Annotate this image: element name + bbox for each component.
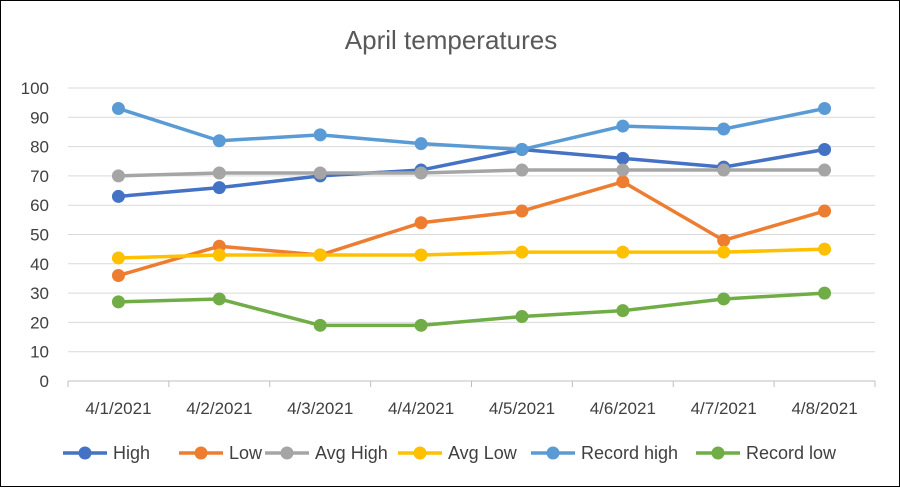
x-tick-label: 4/5/2021 [489,399,555,418]
legend-item: Record low [696,443,837,463]
data-point [616,119,630,133]
data-point [111,102,125,116]
series-line [116,147,827,199]
data-point [414,318,428,332]
y-tick-label: 60 [30,196,49,215]
legend-swatch-marker [78,446,92,460]
series-record-high [111,102,832,157]
data-point [515,163,529,177]
data-point [313,248,327,262]
data-point [212,181,226,195]
legend-label: Record low [746,443,837,463]
y-tick-label: 50 [30,226,49,245]
legend-swatch-marker [546,446,560,460]
data-point [616,175,630,189]
data-point [111,269,125,283]
y-tick-label: 10 [30,343,49,362]
data-point [616,245,630,259]
legend-label: Low [229,443,263,463]
data-point [818,204,832,218]
legend-item: Avg Low [398,443,518,463]
data-point [818,102,832,116]
data-point [212,248,226,262]
data-point [313,128,327,142]
data-point [111,189,125,203]
legend-swatch-marker [413,446,427,460]
data-point [414,137,428,151]
gridlines [68,87,875,353]
series-group [111,102,832,332]
x-tick-label: 4/1/2021 [85,399,151,418]
series-avg-low [111,242,832,265]
y-tick-label: 40 [30,255,49,274]
x-tick-label: 4/2/2021 [186,399,252,418]
x-tick-label: 4/7/2021 [691,399,757,418]
legend-label: Avg High [315,443,388,463]
data-point [818,242,832,256]
legend-item: Record high [531,443,678,463]
y-tick-label: 70 [30,167,49,186]
data-point [111,295,125,309]
data-point [616,163,630,177]
x-tick-label: 4/4/2021 [388,399,454,418]
legend-label: Avg Low [448,443,518,463]
series-line [116,106,827,152]
series-line [116,180,827,278]
legend-item: High [63,443,150,463]
legend: High Low Avg High Avg Low Record high Record … [63,443,837,463]
data-point [717,122,731,136]
data-point [414,166,428,180]
series-line [116,247,827,260]
legend-label: High [113,443,150,463]
data-point [616,304,630,318]
x-tick-label: 4/8/2021 [791,399,857,418]
series-avg-high [111,163,832,183]
data-point [515,204,529,218]
chart-title: April temperatures [345,25,557,55]
y-tick-label: 30 [30,284,49,303]
data-point [515,310,529,324]
x-tick-label: 4/6/2021 [590,399,656,418]
data-point [111,169,125,183]
data-point [616,151,630,165]
legend-swatch-marker [280,446,294,460]
y-tick-label: 90 [30,108,49,127]
x-tick-label: 4/3/2021 [287,399,353,418]
data-point [212,166,226,180]
y-tick-label: 20 [30,313,49,332]
x-axis: 4/1/2021 4/2/2021 4/3/2021 4/4/2021 4/5/2021… [67,380,876,418]
series-record-low [111,286,832,332]
data-point [717,245,731,259]
series-line [116,291,827,328]
legend-swatch-marker [194,446,208,460]
data-point [515,245,529,259]
legend-swatch-marker [711,446,725,460]
data-point [818,163,832,177]
y-tick-label: 100 [21,79,49,98]
legend-item: Avg High [265,443,388,463]
legend-item: Low [179,443,263,463]
data-point [414,216,428,230]
data-point [717,163,731,177]
series-line [116,168,827,178]
y-tick-label: 80 [30,138,49,157]
data-point [717,233,731,247]
data-point [212,134,226,148]
data-point [818,286,832,300]
data-point [818,143,832,157]
data-point [515,143,529,157]
data-point [414,248,428,262]
data-point [717,292,731,306]
y-tick-label: 0 [40,372,49,391]
y-axis-ticks: 0 10 20 30 40 50 60 70 80 90 100 [21,79,49,391]
data-point [212,292,226,306]
legend-label: Record high [581,443,678,463]
data-point [313,166,327,180]
data-point [111,251,125,265]
data-point [313,318,327,332]
